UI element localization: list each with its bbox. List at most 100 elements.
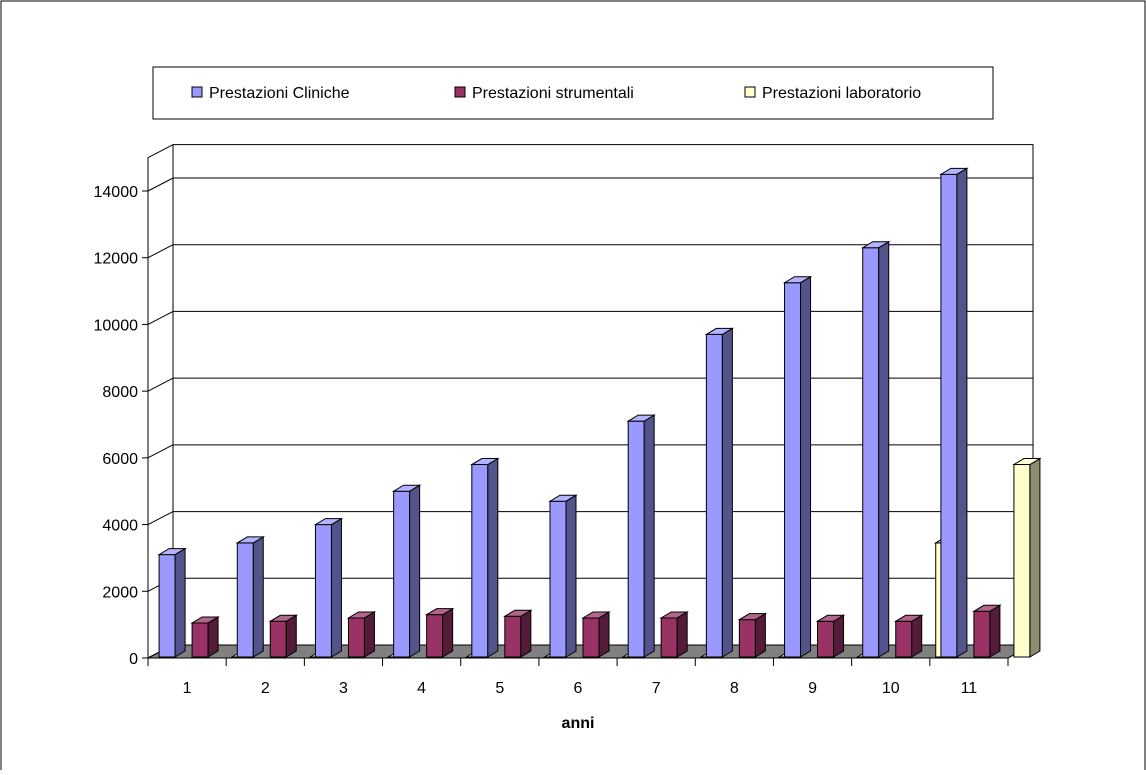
bar: [626, 414, 656, 658]
legend: Prestazioni Cliniche Prestazioni strument…: [152, 66, 994, 120]
bar: [782, 275, 813, 658]
bar-top: [860, 241, 891, 249]
bar-front: [549, 500, 567, 658]
bar-front: [582, 617, 600, 658]
bar-side: [721, 327, 733, 658]
bar-top: [659, 611, 689, 619]
x-tick-label: 5: [495, 680, 504, 697]
bar-top: [893, 614, 924, 622]
bar-side: [833, 614, 845, 658]
bar-side: [989, 604, 1001, 658]
bar-top: [939, 167, 969, 175]
gridline-side: [147, 244, 174, 259]
bar-front: [236, 542, 254, 658]
gridline-side: [147, 310, 174, 325]
bar: [313, 517, 344, 658]
bar-front: [627, 420, 645, 658]
bar-front: [895, 620, 913, 658]
gridline-side: [147, 511, 174, 526]
bar-front: [817, 620, 835, 658]
bar: [268, 614, 299, 658]
bar-top: [704, 327, 735, 335]
bar-top: [815, 614, 846, 622]
bar-front: [705, 333, 723, 658]
bar-side: [363, 611, 375, 658]
x-tick-label: 11: [961, 680, 978, 697]
bars: [157, 167, 1042, 658]
bar: [391, 484, 422, 658]
y-tick-label: 10000: [94, 317, 139, 334]
bar: [659, 611, 689, 658]
bar-top: [503, 609, 533, 617]
bar-side: [174, 547, 186, 658]
bar-side: [330, 517, 342, 658]
bar-side: [285, 614, 297, 658]
y-axis-ticks: 0 2000 4000 6000 8000 10000 12000 14000: [94, 157, 149, 668]
y-tick-label: 4000: [102, 518, 138, 535]
bar-top: [313, 518, 344, 526]
bar-side: [409, 484, 421, 658]
x-tick-label: 8: [730, 680, 739, 697]
back-wall: [172, 144, 1034, 646]
x-tick-label: 7: [652, 680, 661, 697]
legend-label: Prestazioni Cliniche: [209, 85, 350, 102]
gridline-side: [147, 377, 174, 392]
bar-front: [660, 617, 678, 658]
bar-side: [643, 414, 655, 658]
bar: [972, 604, 1002, 658]
bar-front: [269, 620, 287, 658]
y-tick-label: 0: [129, 651, 138, 668]
legend-box: [152, 66, 994, 120]
y-tick-label: 8000: [102, 384, 138, 401]
bar: [860, 240, 891, 658]
bar-front: [158, 554, 176, 658]
gridline-side: [147, 444, 174, 459]
y-tick-label: 12000: [94, 251, 139, 268]
bar: [737, 612, 768, 658]
x-axis-ticks: 1 2 3 4 5 6 7 8 9 10 11: [147, 657, 1009, 697]
bar-front: [940, 173, 958, 658]
bar-front: [426, 614, 444, 658]
bar-front: [314, 524, 332, 658]
bar-top: [268, 614, 299, 622]
bar-top: [581, 611, 611, 619]
bar-top: [1012, 458, 1042, 466]
bar: [190, 616, 220, 658]
bar: [157, 547, 187, 658]
bar-side: [598, 611, 610, 658]
bar-front: [393, 490, 411, 658]
bar-front: [191, 622, 209, 658]
legend-label: Prestazioni strumentali: [472, 85, 634, 102]
x-tick-label: 2: [261, 680, 270, 697]
x-axis-label: anni: [562, 715, 595, 732]
bar: [939, 167, 969, 658]
bar: [424, 607, 455, 658]
x-tick-label: 4: [417, 680, 426, 697]
bar: [893, 614, 924, 658]
plot-area: [147, 143, 1034, 659]
bar-top: [424, 608, 455, 616]
bar: [346, 611, 377, 658]
bar-top: [972, 604, 1002, 612]
bar: [503, 609, 533, 658]
bar-side: [1029, 457, 1041, 658]
bar-side: [676, 611, 688, 658]
bar-top: [235, 536, 266, 544]
y-tick-label: 2000: [102, 584, 138, 601]
bar-side: [487, 457, 499, 658]
bar-top: [548, 494, 578, 502]
bar: [815, 614, 846, 658]
bar-side: [207, 616, 219, 658]
bar: [704, 327, 735, 658]
bar-front: [347, 617, 365, 658]
bar-side: [442, 607, 454, 658]
bar-side: [911, 614, 923, 658]
bar-front: [471, 464, 489, 658]
gridline-side: [147, 177, 174, 192]
bar: [235, 536, 266, 658]
bar: [581, 611, 611, 658]
bar-top: [157, 548, 187, 556]
bar-front: [1013, 464, 1031, 658]
legend-swatch: [454, 86, 466, 98]
